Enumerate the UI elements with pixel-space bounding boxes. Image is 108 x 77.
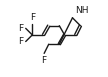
Text: F: F bbox=[30, 13, 35, 22]
Text: F: F bbox=[19, 24, 24, 33]
Text: F: F bbox=[19, 37, 24, 46]
Text: F: F bbox=[42, 56, 47, 65]
Text: NH: NH bbox=[75, 6, 89, 14]
